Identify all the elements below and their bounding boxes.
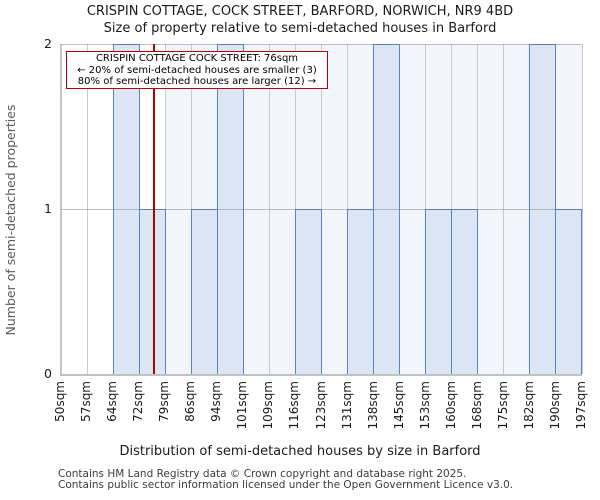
histogram-bar: [347, 209, 375, 374]
y-axis-tick-label: 0: [44, 366, 52, 381]
x-axis-tick-label: 153sqm: [417, 381, 432, 430]
x-axis-tick-label: 116sqm: [287, 381, 302, 430]
x-axis-tick-label: 50sqm: [53, 381, 67, 422]
x-axis-tick-label: 175sqm: [495, 381, 510, 430]
histogram-bar: [373, 44, 401, 374]
x-axis-tick-label: 131sqm: [339, 381, 354, 430]
y-axis-title: Number of semi-detached properties: [3, 104, 18, 336]
bin-backdrop-stripe: [321, 44, 348, 374]
x-axis-tick-label: 57sqm: [79, 381, 94, 422]
annotation-larger-pct: 80% of semi-detached houses are larger (…: [77, 76, 317, 88]
histogram-bar: [112, 44, 140, 374]
x-axis-tick-label: 145sqm: [391, 381, 406, 430]
x-axis-title: Distribution of semi-detached houses by …: [119, 444, 481, 459]
x-axis-tick-label: 72sqm: [131, 381, 146, 422]
bin-backdrop-stripe: [243, 44, 270, 374]
y-axis-tick-label: 1: [44, 201, 52, 216]
x-axis-tick-label: 197sqm: [574, 381, 588, 430]
x-axis-tick-label: 182sqm: [521, 381, 536, 430]
bin-backdrop-stripe: [477, 44, 504, 374]
property-annotation: CRISPIN COTTAGE COCK STREET: 76sqm ← 20%…: [66, 51, 328, 89]
x-axis-tick-label: 123sqm: [313, 381, 328, 430]
x-axis-tick-label: 190sqm: [547, 381, 562, 430]
bin-backdrop-stripe: [399, 44, 426, 374]
horizontal-gridline: [61, 209, 582, 210]
footer-line-1: Contains HM Land Registry data © Crown c…: [58, 468, 467, 480]
bin-backdrop-stripe: [165, 44, 192, 374]
bin-backdrop-stripe: [269, 44, 296, 374]
x-axis-tick-label: 160sqm: [443, 381, 458, 430]
bin-backdrop-stripe: [503, 44, 530, 374]
property-size-marker-line: [153, 44, 155, 374]
x-axis-tick-label: 86sqm: [183, 381, 198, 422]
x-axis-tick-label: 94sqm: [209, 381, 224, 422]
histogram-bar: [529, 44, 557, 374]
histogram-bar: [555, 209, 583, 374]
histogram-bar: [138, 209, 166, 374]
histogram-bar: [190, 209, 218, 374]
vertical-gridline: [503, 44, 505, 374]
x-axis-tick-label: 79sqm: [157, 381, 172, 422]
vertical-gridline: [60, 44, 62, 374]
chart-title: CRISPIN COTTAGE, COCK STREET, BARFORD, N…: [86, 4, 514, 19]
chart-subtitle: Size of property relative to semi-detach…: [103, 21, 497, 36]
vertical-gridline: [86, 44, 88, 374]
vertical-gridline: [268, 44, 270, 374]
attribution-footer: Contains HM Land Registry data © Crown c…: [58, 469, 513, 491]
histogram-bar: [451, 209, 479, 374]
horizontal-gridline: [61, 44, 582, 45]
x-axis-tick-label: 168sqm: [469, 381, 484, 430]
y-axis-tick-label: 2: [44, 36, 52, 51]
histogram-bar: [294, 209, 322, 374]
annotation-smaller-pct: ← 20% of semi-detached houses are smalle…: [77, 64, 317, 76]
footer-line-2: Contains public sector information licen…: [58, 479, 514, 491]
annotation-property-size: CRISPIN COTTAGE COCK STREET: 76sqm: [95, 53, 299, 64]
histogram-bar: [425, 209, 453, 374]
histogram-bar: [216, 44, 244, 374]
x-axis-tick-label: 138sqm: [365, 381, 380, 430]
x-axis-tick-label: 64sqm: [105, 381, 120, 422]
plot-area: CRISPIN COTTAGE COCK STREET: 76sqm ← 20%…: [60, 44, 583, 376]
x-axis-tick-label: 101sqm: [235, 381, 250, 430]
x-axis-tick-label: 109sqm: [261, 381, 276, 430]
